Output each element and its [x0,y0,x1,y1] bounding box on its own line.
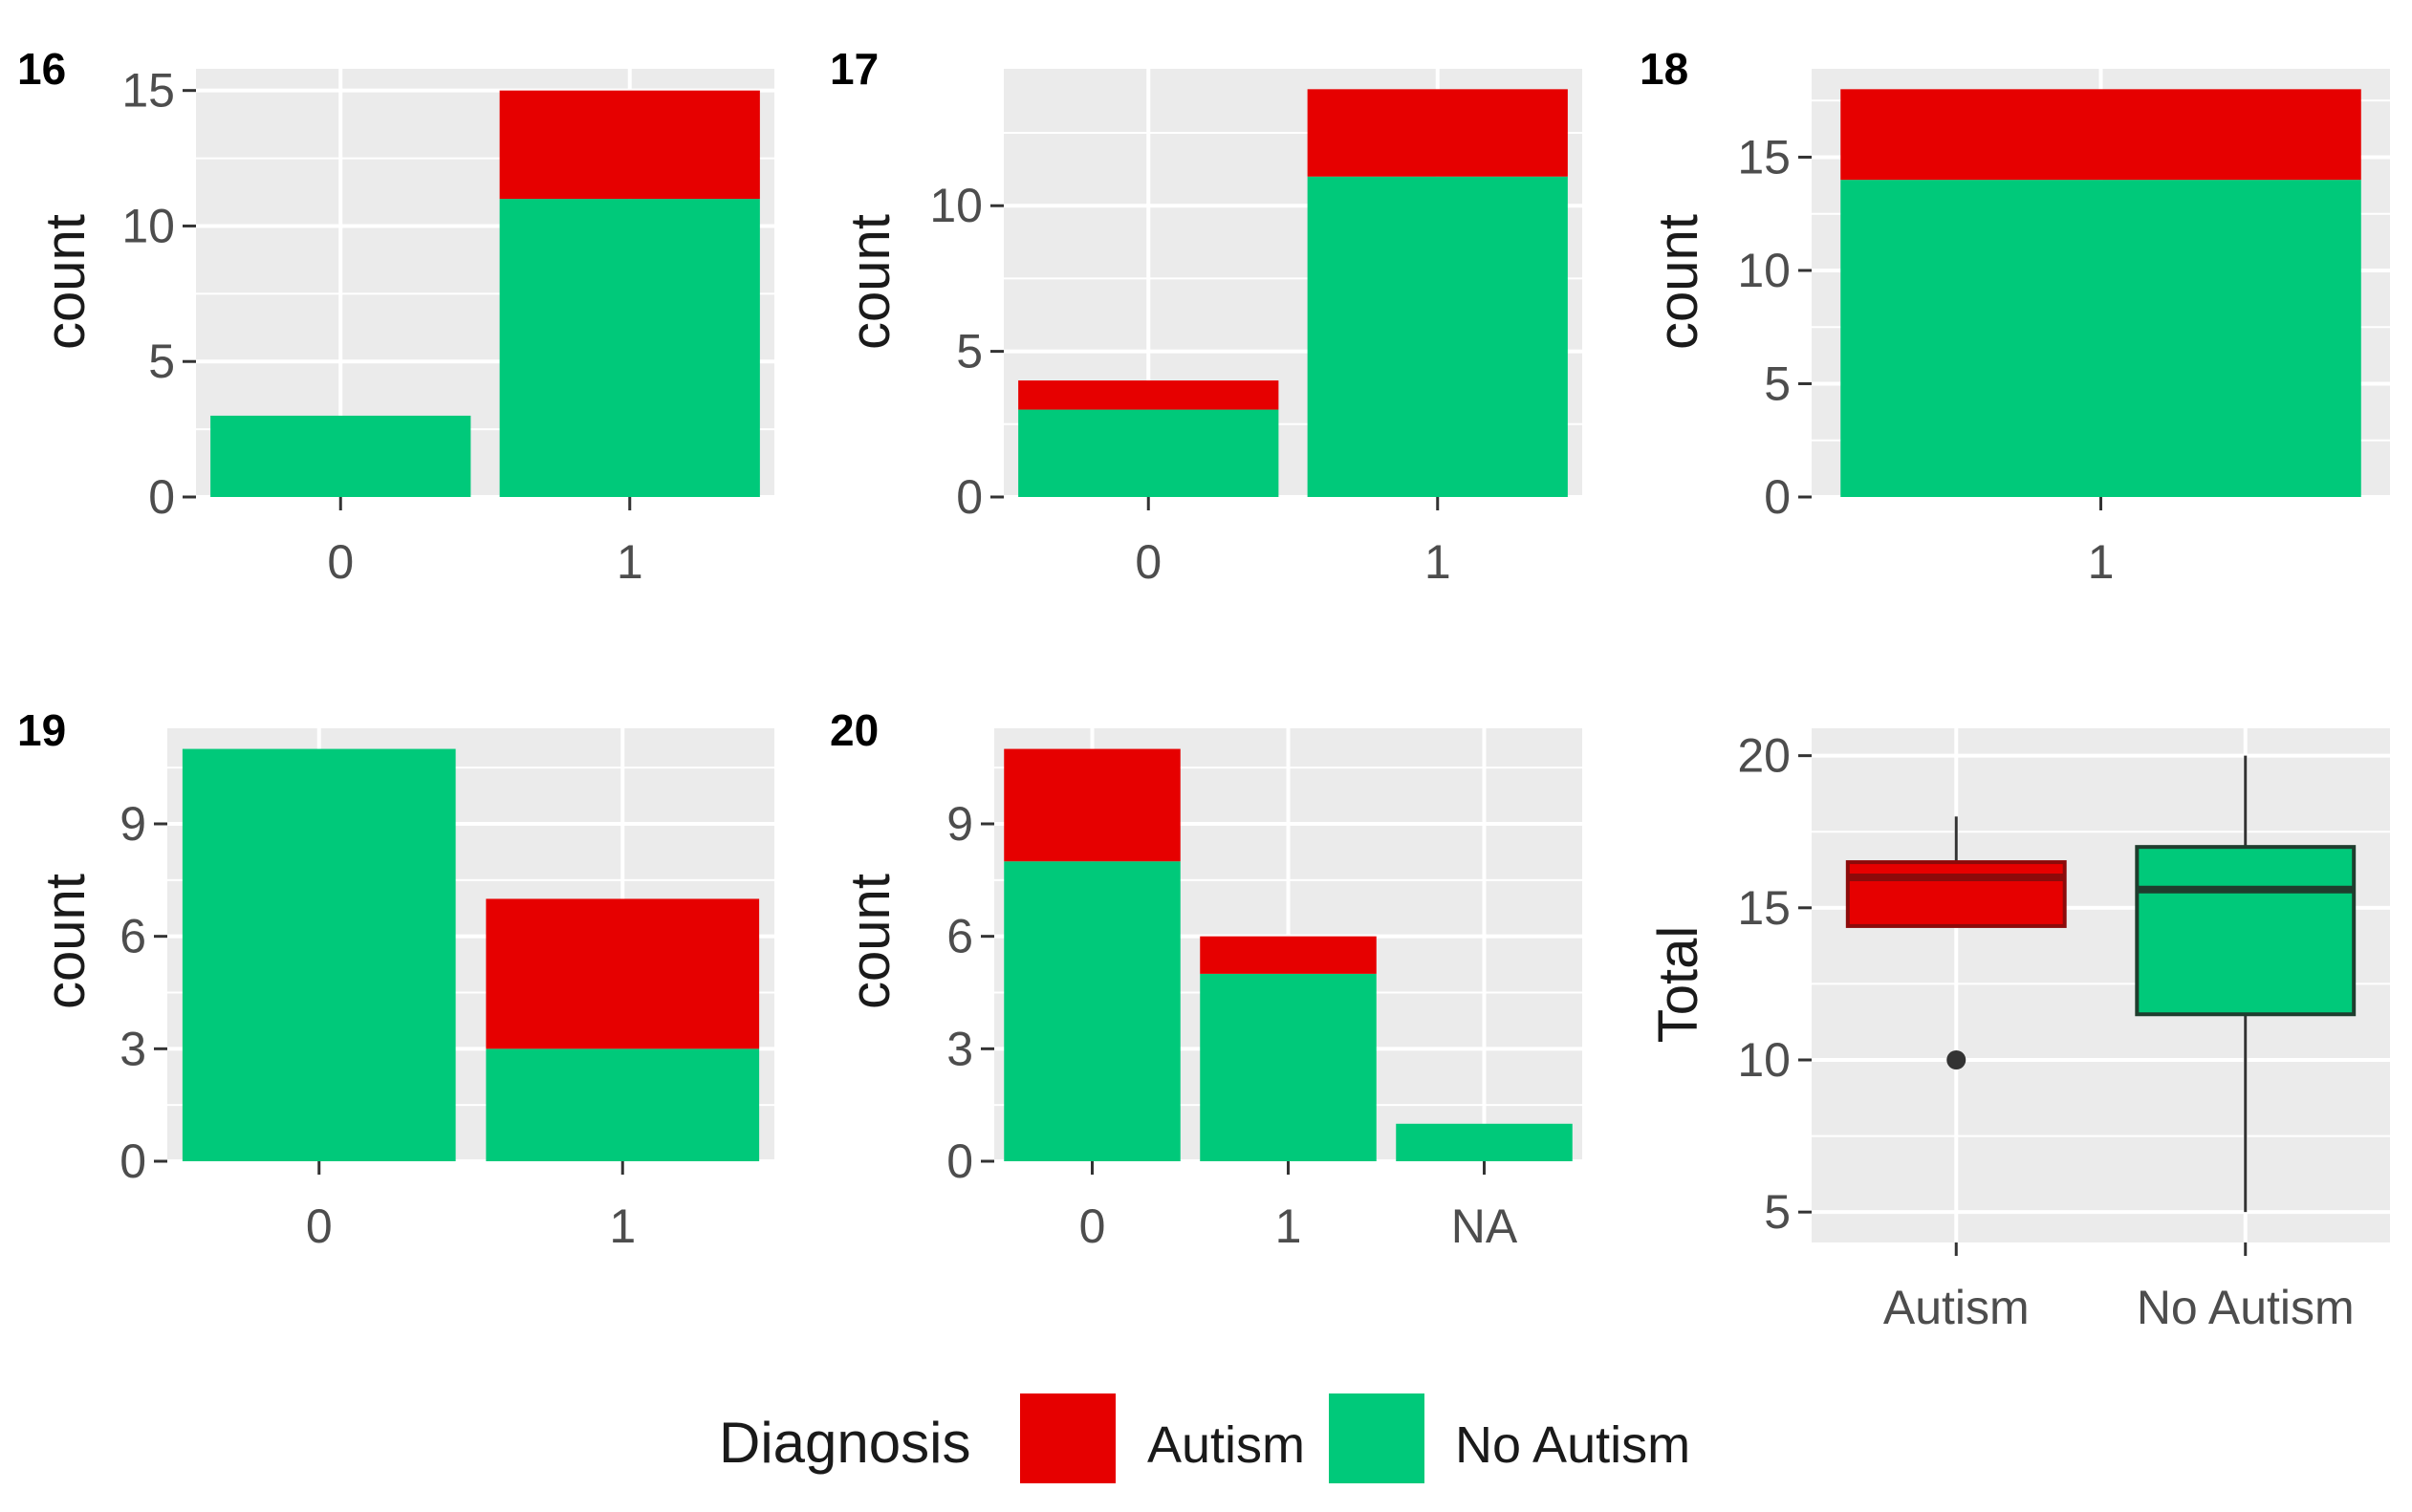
y-tick-label: 15 [1737,881,1791,935]
bar-no-autism-0 [1018,409,1279,497]
x-tick-label: 0 [1135,535,1162,589]
y-tick-label: 0 [946,1134,973,1188]
box-no-autism [2135,845,2357,1017]
bar-no-autism-1 [486,1048,760,1161]
y-tick-label: 6 [120,910,146,963]
x-tick-label: No Autism [2137,1281,2355,1334]
panel-tag-18: 18 [1640,44,1688,94]
y-tick-label: 0 [956,470,983,524]
bar-autism-0 [1004,748,1181,862]
x-tick-label: 0 [327,535,354,589]
y-tick-label: 0 [148,470,175,524]
y-tick-label: 15 [1737,130,1791,184]
y-axis-title: count [34,874,97,1009]
bar-no-autism-0 [1004,861,1181,1161]
chart-panel-19: 0 3 6 9 0 1 19 count [17,705,774,1253]
bar-autism-1 [1840,89,2361,181]
outlier-autism [1946,1049,1967,1069]
y-tick-label: 5 [956,325,983,378]
chart-panel-boxplot: 5 10 15 20 Autism No Autism Total [1647,728,2390,1334]
y-tick-label: 5 [1764,1185,1791,1239]
y-axis-title: count [839,214,902,350]
y-tick-label: 15 [121,64,175,118]
x-tick-label: 1 [2088,535,2115,589]
y-tick-label: 3 [946,1022,973,1075]
panel-tag-20: 20 [830,705,879,755]
box-autism [1845,860,2067,928]
bar-no-autism-NA [1396,1123,1573,1161]
y-tick-label: 5 [1764,356,1791,410]
y-axis-title: Total [1647,926,1709,1044]
bar-autism-1 [499,90,760,200]
bar-no-autism-0 [182,748,456,1161]
y-axis-title: count [1647,214,1709,350]
legend-swatch-no-autism [1329,1393,1424,1483]
x-tick-label: 1 [1275,1199,1302,1253]
x-tick-label: Autism [1883,1281,2030,1334]
chart-panel-18: 0 5 10 15 1 18 count [1640,44,2390,589]
x-tick-label: NA [1451,1199,1518,1253]
legend-label-no-autism: No Autism [1455,1416,1690,1474]
y-tick-label: 6 [946,910,973,963]
y-axis-title: count [839,874,902,1009]
y-tick-label: 10 [1737,244,1791,297]
bar-autism-0 [1018,380,1279,410]
chart-panel-17: 0 5 10 0 1 17 count [830,44,1582,589]
bar-no-autism-1 [1200,973,1377,1161]
x-tick-label: 1 [609,1199,636,1253]
bar-autism-1 [486,898,760,1049]
panel-tag-19: 19 [17,705,66,755]
y-tick-label: 10 [1737,1033,1791,1087]
y-tick-label: 9 [946,797,973,851]
legend-swatch-autism [1020,1393,1116,1483]
legend: Diagnosis Autism No Autism [719,1393,1690,1483]
legend-title: Diagnosis [719,1411,970,1475]
panel-tag-17: 17 [830,44,879,94]
bar-no-autism-1 [1840,180,2361,498]
x-tick-label: 1 [617,535,643,589]
bar-autism-1 [1307,89,1568,177]
y-tick-label: 0 [120,1134,146,1188]
chart-panel-20: 0 3 6 9 0 1 NA 20 count [830,705,1582,1253]
y-tick-label: 20 [1737,729,1791,783]
y-axis-title: count [34,214,97,350]
y-tick-label: 9 [120,797,146,851]
x-tick-label: 0 [306,1199,333,1253]
legend-label-autism: Autism [1147,1416,1305,1474]
y-tick-label: 0 [1764,470,1791,524]
bar-no-autism-0 [210,415,471,497]
panel-tag-16: 16 [17,44,66,94]
bar-autism-1 [1200,936,1377,974]
bar-no-autism-1 [1307,176,1568,497]
y-tick-label: 5 [148,335,175,388]
x-tick-label: 1 [1424,535,1451,589]
y-tick-label: 10 [121,199,175,252]
chart-panel-16: 0 5 10 15 0 1 16 count [17,44,774,589]
y-tick-label: 3 [120,1022,146,1075]
y-tick-label: 10 [929,179,983,232]
bar-no-autism-1 [499,199,760,498]
x-tick-label: 0 [1079,1199,1106,1253]
